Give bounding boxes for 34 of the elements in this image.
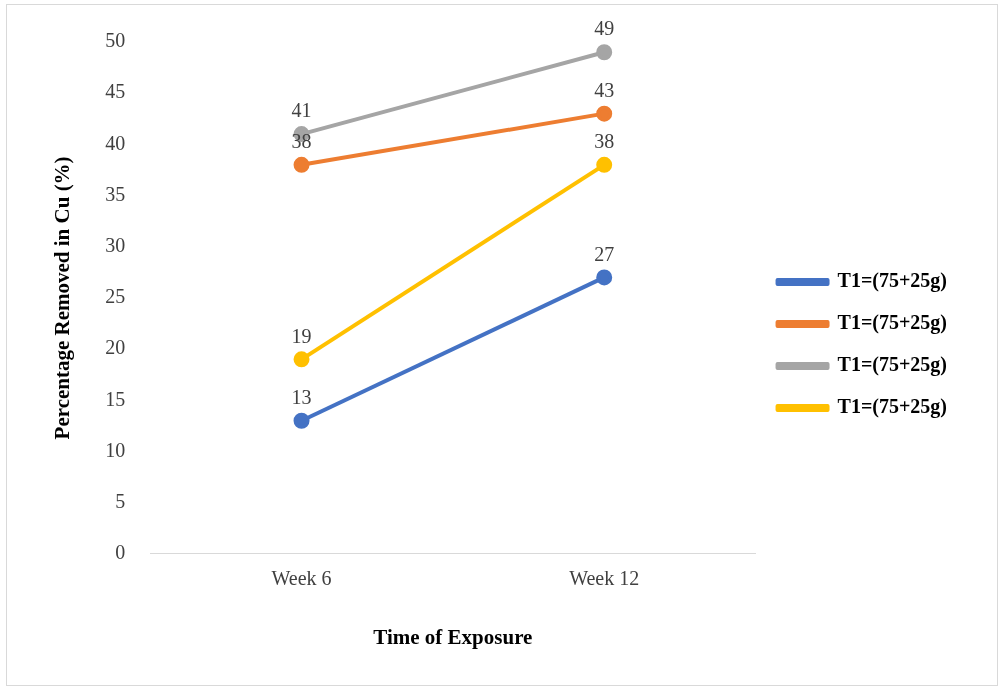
point <box>596 269 613 286</box>
legend-label: T1=(75+25g) <box>837 311 947 335</box>
x-tick-label: Week 12 <box>569 567 640 590</box>
y-tick-label: 15 <box>105 387 126 410</box>
y-tick-label: 5 <box>115 489 126 512</box>
data-label: 38 <box>291 130 312 153</box>
y-axis-title: Percentage Removed in Cu (%) <box>50 156 75 440</box>
data-label: 13 <box>291 385 312 408</box>
legend-label: T1=(75+25g) <box>837 353 947 377</box>
y-tick-label: 10 <box>105 438 126 461</box>
y-tick-label: 40 <box>105 131 126 154</box>
y-tick-label: 25 <box>105 285 126 308</box>
x-axis-title: Time of Exposure <box>373 624 533 649</box>
data-label: 19 <box>291 324 312 347</box>
point <box>596 156 613 173</box>
x-tick-label: Week 6 <box>271 567 332 590</box>
y-tick-label: 35 <box>105 182 126 205</box>
point <box>596 44 613 61</box>
legend-label: T1=(75+25g) <box>837 395 947 419</box>
data-label: 43 <box>594 78 615 101</box>
point <box>293 351 310 368</box>
data-label: 38 <box>594 130 615 153</box>
data-label: 41 <box>291 99 312 122</box>
y-tick-label: 45 <box>105 80 126 103</box>
point <box>293 412 310 429</box>
y-tick-label: 50 <box>105 29 126 52</box>
y-tick-label: 0 <box>115 541 126 564</box>
data-label: 27 <box>594 242 615 265</box>
y-tick-label: 20 <box>105 336 126 359</box>
y-tick-label: 30 <box>105 233 126 256</box>
point <box>293 156 310 173</box>
point <box>596 105 613 122</box>
data-label: 49 <box>594 17 615 40</box>
legend-label: T1=(75+25g) <box>837 269 947 293</box>
